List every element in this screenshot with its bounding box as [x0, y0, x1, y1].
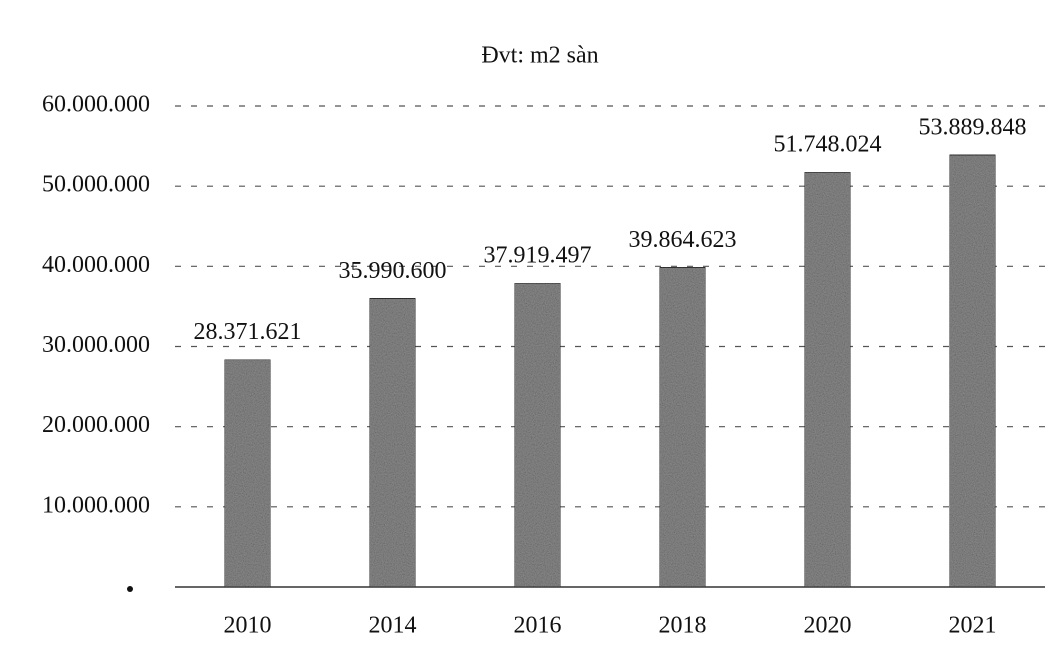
bar [369, 297, 416, 588]
y-tick-label: 60.000.000 [42, 92, 150, 118]
chart-title: Đvt: m2 sàn [481, 43, 598, 69]
value-label: 53.889.848 [919, 114, 1027, 140]
y-tick-label: 30.000.000 [42, 332, 150, 358]
y-tick-label: 40.000.000 [42, 252, 150, 278]
bar [659, 266, 706, 588]
y-tick-label: 20.000.000 [42, 412, 150, 438]
value-label: 39.864.623 [629, 227, 737, 253]
bar [804, 171, 851, 588]
value-label: 35.990.600 [339, 258, 447, 284]
bar [949, 154, 996, 588]
x-tick-label: 2020 [804, 613, 852, 639]
x-tick-label: 2010 [224, 613, 272, 639]
origin-dot [127, 586, 133, 592]
value-label: 51.748.024 [774, 132, 882, 158]
x-tick-label: 2016 [514, 613, 562, 639]
value-label: 28.371.621 [194, 319, 302, 345]
x-tick-label: 2014 [369, 613, 417, 639]
value-label: 37.919.497 [484, 243, 592, 269]
x-tick-label: 2018 [659, 613, 707, 639]
x-tick-label: 2021 [949, 613, 997, 639]
y-tick-label: 10.000.000 [42, 492, 150, 518]
y-tick-label: 50.000.000 [42, 172, 150, 198]
bar [224, 359, 271, 588]
bar [514, 282, 561, 588]
